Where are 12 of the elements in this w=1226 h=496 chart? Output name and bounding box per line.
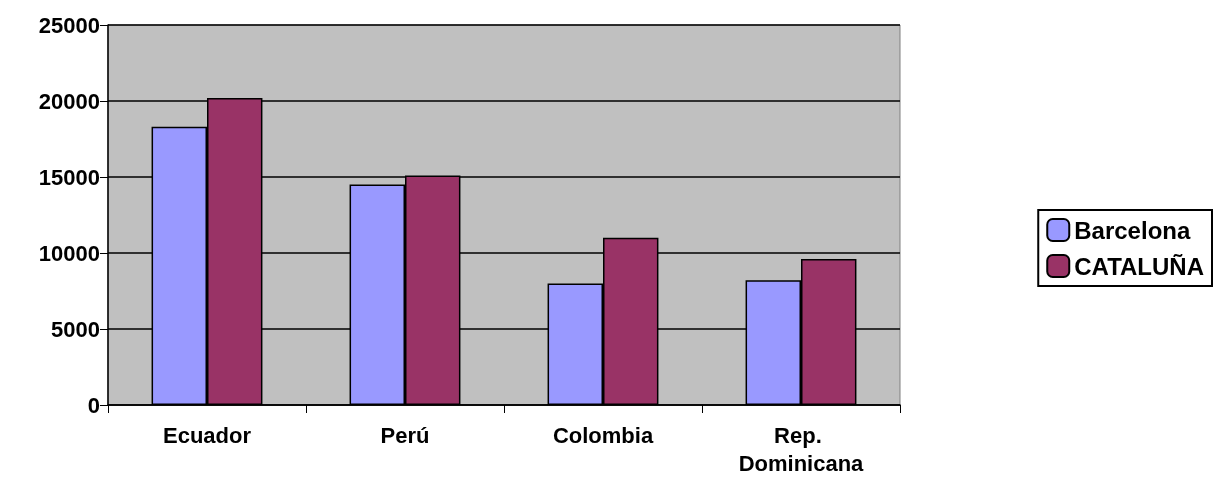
- legend-label: CATALUÑA: [1074, 252, 1204, 280]
- x-tick-label: Rep. Dominicana: [738, 422, 865, 476]
- x-tick-label: Colombia: [552, 422, 654, 448]
- y-tick-label: 25000: [38, 12, 100, 38]
- y-tick-label: 10000: [38, 240, 100, 266]
- y-tick-label: 15000: [38, 164, 100, 190]
- y-tick-label: 20000: [38, 88, 100, 114]
- y-tick-label: 5000: [51, 316, 100, 342]
- x-tick-label: Ecuador: [162, 422, 252, 448]
- legend-label: Barcelona: [1074, 216, 1191, 244]
- y-tick-label: 0: [87, 392, 100, 418]
- x-tick-label: Perú: [380, 422, 430, 448]
